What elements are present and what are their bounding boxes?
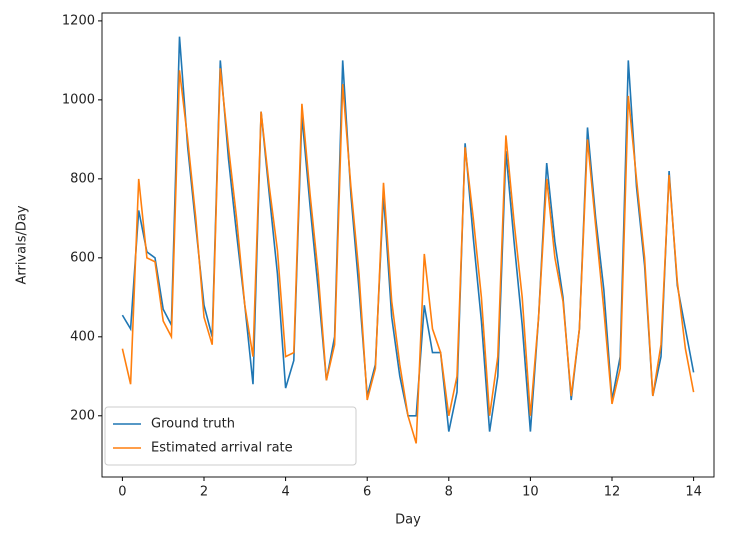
plot-frame [101, 12, 715, 478]
y-tick-label: 400 [70, 329, 95, 344]
y-tick-label: 1200 [62, 13, 95, 28]
y-tick-label: 600 [70, 250, 95, 265]
x-tick-label: 12 [604, 485, 621, 500]
y-tick-label: 200 [70, 408, 95, 423]
legend-label: Estimated arrival rate [151, 441, 293, 456]
x-tick-label: 10 [522, 485, 539, 500]
x-tick-label: 14 [685, 485, 702, 500]
y-axis-label: Arrivals/Day [15, 205, 30, 284]
x-tick-label: 2 [200, 485, 208, 500]
x-tick-label: 6 [363, 485, 371, 500]
x-axis-label: Day [395, 513, 421, 528]
y-tick-label: 800 [70, 171, 95, 186]
legend-box [104, 406, 357, 466]
series-line [121, 68, 695, 444]
x-tick-label: 0 [118, 485, 126, 500]
x-tick-label: 4 [281, 485, 289, 500]
legend-label: Ground truth [151, 417, 235, 432]
x-tick-label: 8 [445, 485, 453, 500]
y-tick-label: 1000 [62, 92, 95, 107]
series-line [121, 36, 695, 432]
